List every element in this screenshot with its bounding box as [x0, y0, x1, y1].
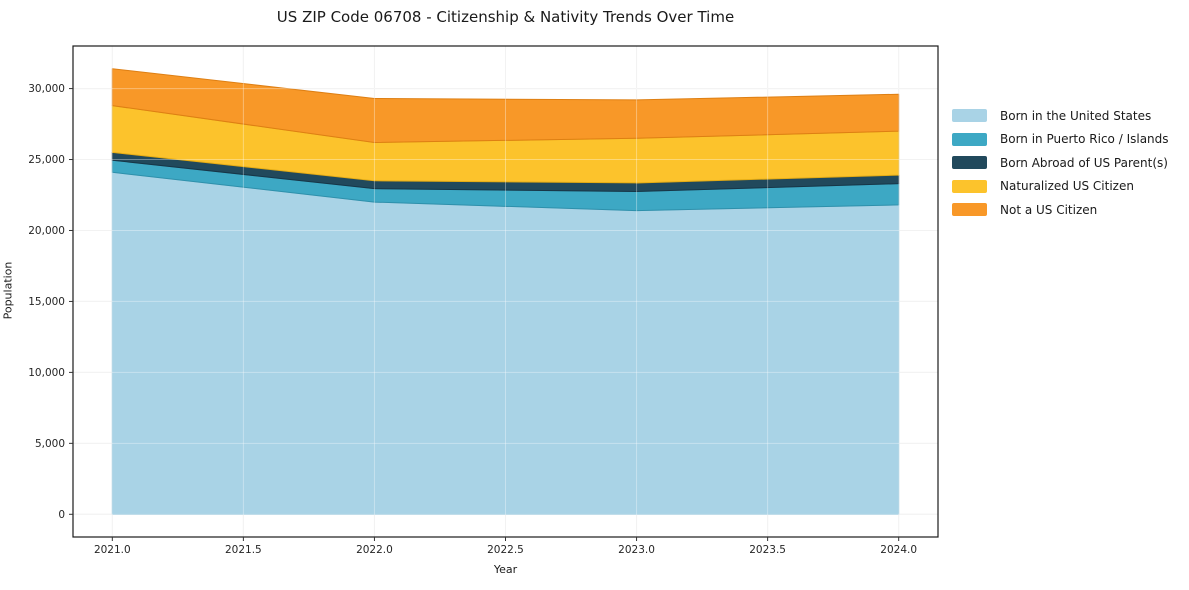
- y-tick-label: 20,000: [28, 225, 65, 237]
- x-tick-label: 2023.5: [749, 544, 786, 556]
- legend-swatch: [952, 156, 987, 170]
- legend-swatch: [952, 132, 987, 146]
- y-axis-label: Population: [1, 261, 15, 320]
- x-tick-label: 2022.0: [356, 544, 393, 556]
- y-tick-label: 0: [58, 509, 65, 521]
- y-tick-label: 5,000: [35, 438, 65, 450]
- x-tick-label: 2021.5: [225, 544, 262, 556]
- y-tick-label: 30,000: [28, 83, 65, 95]
- legend-swatch: [952, 203, 987, 217]
- x-tick-label: 2021.0: [94, 544, 131, 556]
- legend-item: Not a US Citizen: [952, 198, 1169, 222]
- legend-swatch: [952, 179, 987, 193]
- legend-item: Born in the United States: [952, 104, 1169, 128]
- legend-item: Born in Puerto Rico / Islands: [952, 128, 1169, 152]
- legend-label: Born in the United States: [1000, 108, 1152, 123]
- area-band-5: [111, 68, 900, 143]
- legend-label: Born in Puerto Rico / Islands: [1000, 132, 1169, 147]
- legend-swatch: [952, 109, 987, 123]
- legend-item: Born Abroad of US Parent(s): [952, 151, 1169, 175]
- y-tick-label: 25,000: [28, 154, 65, 166]
- legend-label: Born Abroad of US Parent(s): [1000, 155, 1168, 170]
- legend-label: Naturalized US Citizen: [1000, 179, 1134, 194]
- legend-label: Not a US Citizen: [1000, 202, 1098, 217]
- x-axis-label: Year: [493, 563, 518, 576]
- x-tick-label: 2022.5: [487, 544, 524, 556]
- chart-title: US ZIP Code 06708 - Citizenship & Nativi…: [276, 8, 735, 26]
- y-tick-label: 15,000: [28, 296, 65, 308]
- x-tick-label: 2023.0: [618, 544, 655, 556]
- x-tick-label: 2024.0: [880, 544, 917, 556]
- legend: Born in the United States Born in Puerto …: [952, 104, 1169, 222]
- legend-item: Naturalized US Citizen: [952, 175, 1169, 199]
- y-tick-label: 10,000: [28, 367, 65, 379]
